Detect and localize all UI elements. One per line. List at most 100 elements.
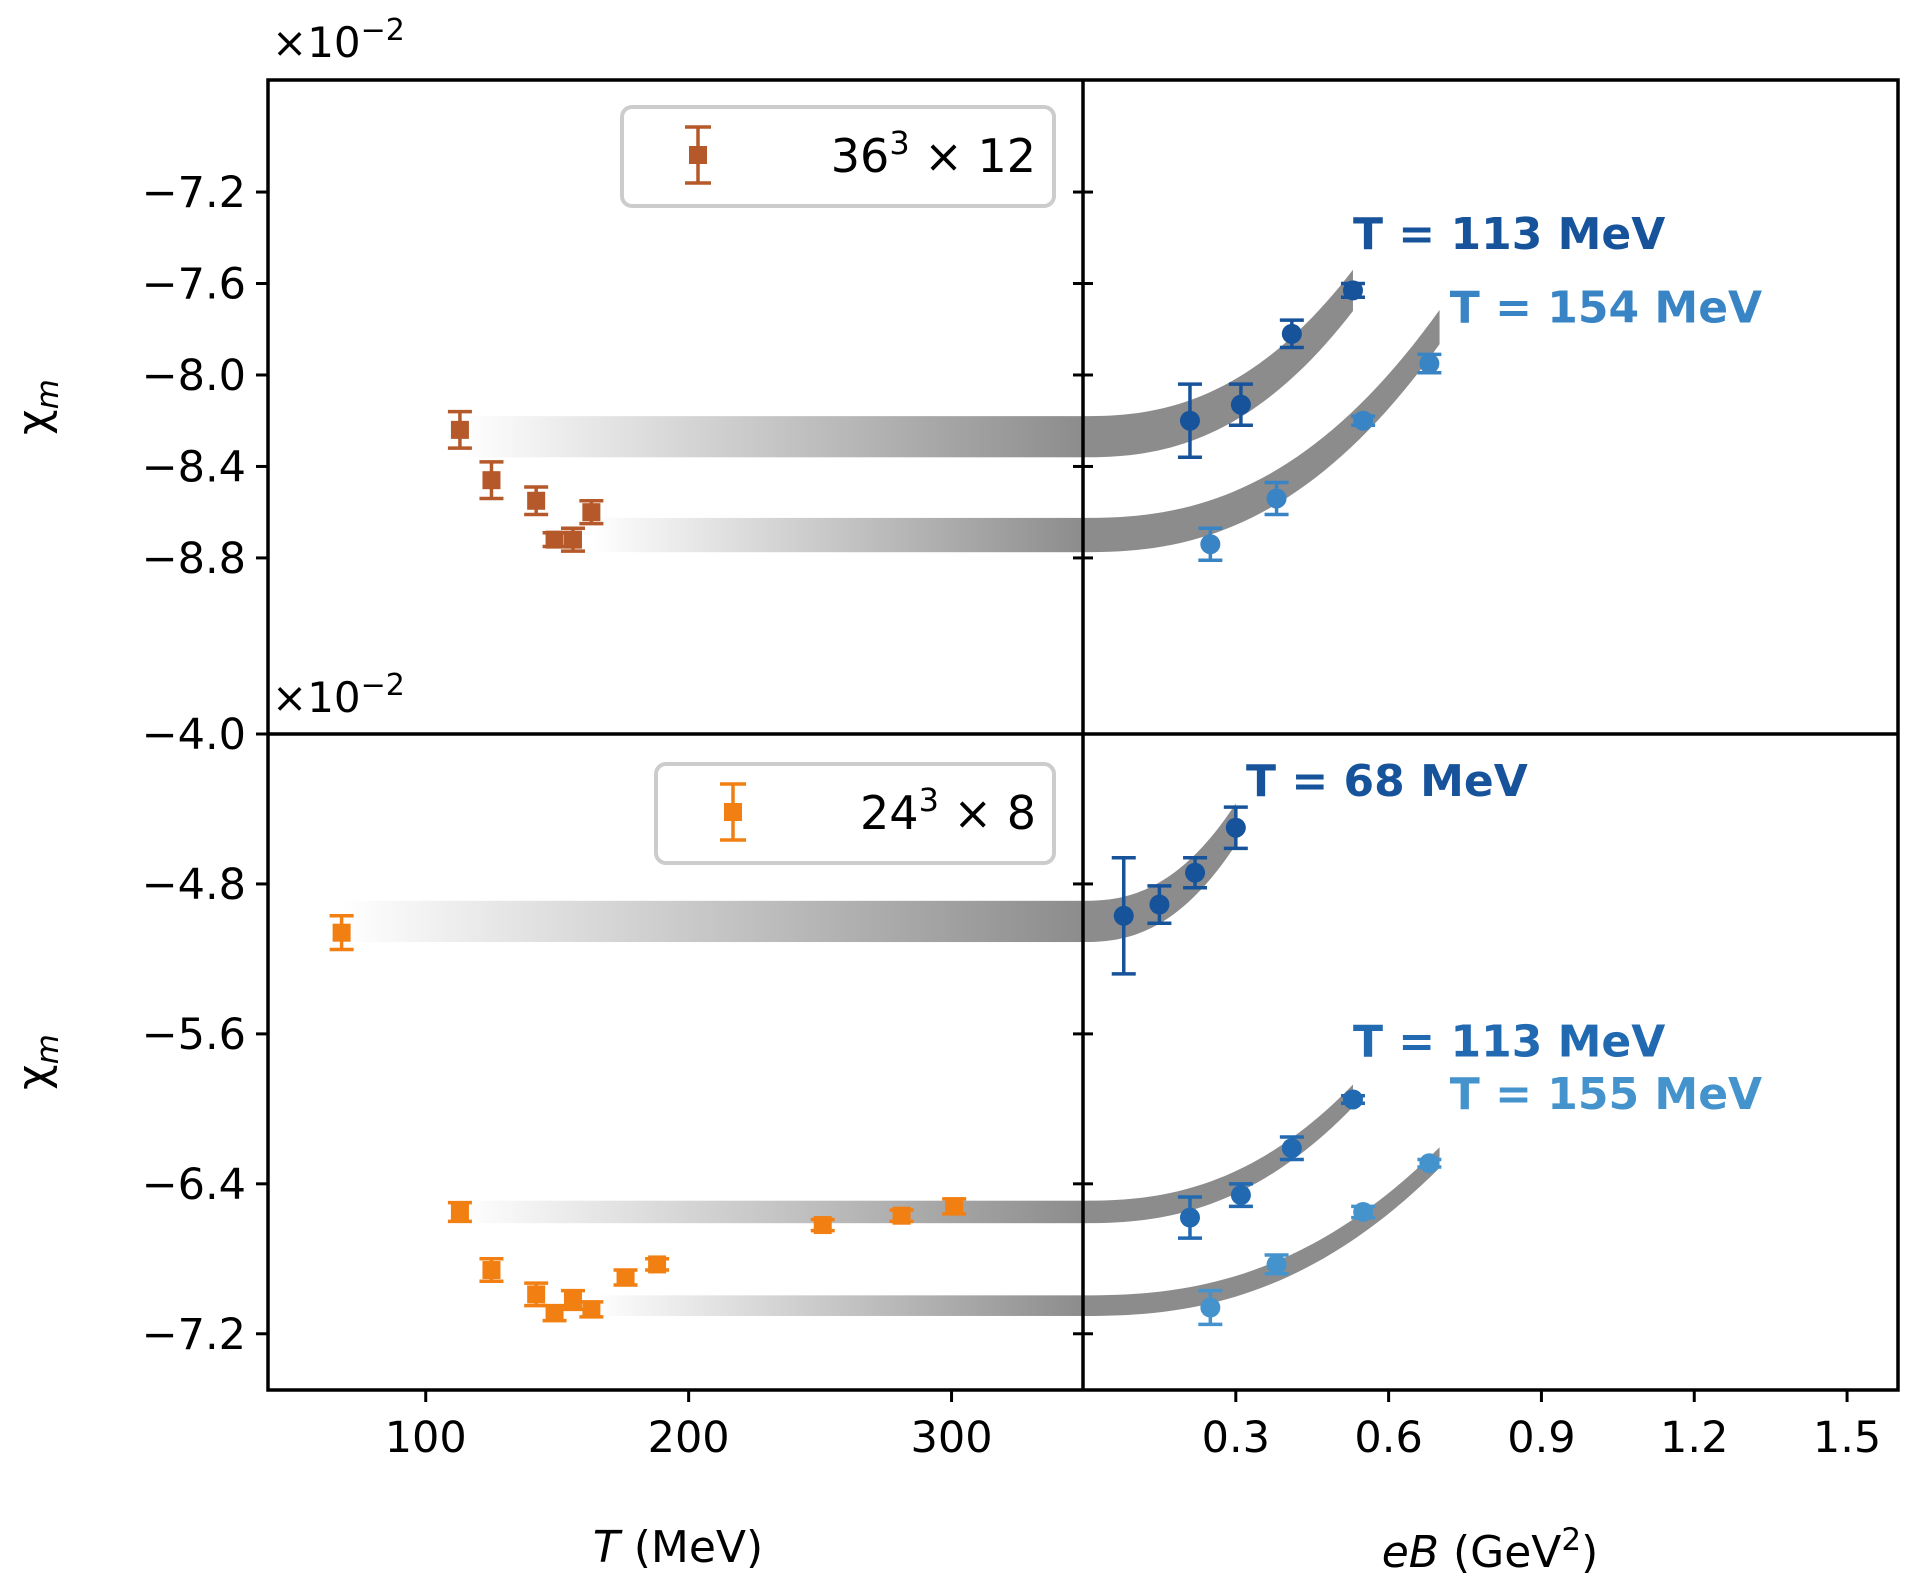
data-point-2-7 [613,1268,638,1287]
y-tick-label-0-1: −7.6 [142,260,246,310]
band-curve-1-1 [1083,309,1440,553]
legend-bottom: 243 × 8 [654,762,1056,865]
data-point-2-8 [645,1255,670,1274]
data-point-1-0-0 [1177,382,1202,460]
x-tick-label-right-0: 0.3 [1202,1413,1270,1463]
legend-box-top [620,105,1056,208]
x-tick-label-right-2: 0.9 [1507,1413,1575,1463]
circle-marker [1225,817,1246,838]
data-point-2-3 [524,1281,549,1308]
x-axis-label-left: T (MeV) [593,1522,763,1573]
data-point-0-3 [542,530,567,549]
square-marker [450,1202,469,1221]
legend-marker-top [685,125,711,185]
x-tick-label-left-1: 200 [648,1413,730,1463]
annotation-1-0: T = 113 MeV [1353,209,1665,260]
band-left-0-1 [591,517,1083,553]
circle-marker [1266,1254,1287,1275]
data-point-2-11 [942,1197,967,1216]
data-point-3-0-2 [1183,855,1208,890]
y-axis-label-top: χm [8,379,66,435]
circle-marker [1419,1153,1440,1174]
data-point-1-0-2 [1279,318,1304,350]
square-marker [527,1285,546,1304]
data-point-0-5 [579,499,604,526]
circle-marker [1342,1089,1363,1110]
legend-square-marker [689,146,707,164]
annotation-3-1: T = 113 MeV [1353,1016,1665,1067]
circle-marker [1281,1138,1302,1159]
band-curve-1-0 [1083,269,1353,458]
data-point-3-2-3 [1417,1153,1442,1174]
data-point-2-2 [479,1257,504,1284]
y-tick-label-2-2: −5.6 [142,1010,246,1060]
data-point-2-5 [560,1288,585,1312]
circle-marker [1342,280,1363,301]
square-marker [332,923,351,942]
data-point-3-2-0 [1198,1288,1223,1327]
circle-marker [1353,1201,1374,1222]
data-point-3-0-1 [1147,884,1172,926]
y-tick-label-2-3: −6.4 [142,1160,246,1210]
legend-label-bottom: 243 × 8 [860,781,1036,840]
data-point-1-0-3 [1340,280,1365,301]
data-point-1-0-1 [1228,382,1253,428]
circle-marker [1149,894,1170,915]
legend-marker-bottom [720,782,746,842]
square-marker [582,503,601,522]
y-axis-label-bottom: χm [8,1034,66,1090]
data-point-0-1 [479,460,504,501]
square-marker [450,420,469,439]
data-point-3-1-3 [1340,1089,1365,1110]
square-marker [582,1300,601,1319]
circle-marker [1179,1207,1200,1228]
square-marker [563,1291,582,1310]
y-tick-label-0-4: −8.8 [142,534,246,584]
circle-marker [1230,394,1251,415]
square-marker [545,530,564,549]
band-curve-3-2 [1083,1147,1440,1316]
data-point-2-6 [579,1300,604,1319]
y-tick-label-2-4: −7.2 [142,1310,246,1360]
data-point-2-9 [810,1216,835,1235]
data-point-1-1-3 [1417,352,1442,375]
x-tick-label-left-0: 100 [385,1413,467,1463]
circle-marker [1281,323,1302,344]
y-tick-label-0-3: −8.4 [142,442,246,492]
y-tick-label-2-1: −4.8 [142,860,246,910]
scale-note-top: ×10−2 [272,13,405,67]
legend-box-bottom [654,762,1056,865]
data-point-0-4 [560,526,585,553]
circle-marker [1113,905,1134,926]
y-tick-label-0-0: −7.2 [142,168,246,218]
data-point-1-1-2 [1351,410,1376,431]
square-marker [945,1197,964,1216]
data-point-3-2-1 [1264,1253,1289,1276]
x-tick-label-right-4: 1.5 [1813,1413,1881,1463]
legend-square-marker [724,803,742,821]
square-marker [892,1206,911,1225]
band-left-0-0 [459,416,1084,458]
band-left-2-1 [459,1200,1084,1224]
data-point-3-1-0 [1177,1195,1202,1240]
circle-marker [1200,1297,1221,1318]
data-point-3-1-2 [1279,1135,1304,1162]
plot-layer: −7.2 −7.6 −8.0 −8.4 −8.8 −4.0 −4.8 −5.6 −6.4 −7.2… [142,168,1882,1463]
circle-marker [1353,410,1374,431]
y-tick-label-0-2: −8.0 [142,351,246,401]
x-axis-label-right: eB (GeV2) [1382,1522,1599,1578]
x-tick-label-left-2: 300 [911,1413,993,1463]
square-marker [482,1261,501,1280]
data-point-3-2-2 [1351,1201,1376,1222]
annotation-3-2: T = 155 MeV [1450,1069,1762,1120]
circle-marker [1230,1185,1251,1206]
legend-label-top: 363 × 12 [831,124,1036,183]
data-point-2-1 [447,1200,472,1224]
data-point-3-0-3 [1223,805,1248,851]
circle-marker [1179,410,1200,431]
circle-marker [1419,353,1440,374]
data-point-2-10 [889,1206,914,1225]
band-left-2-2 [591,1295,1083,1316]
x-tick-label-right-3: 1.2 [1660,1413,1728,1463]
